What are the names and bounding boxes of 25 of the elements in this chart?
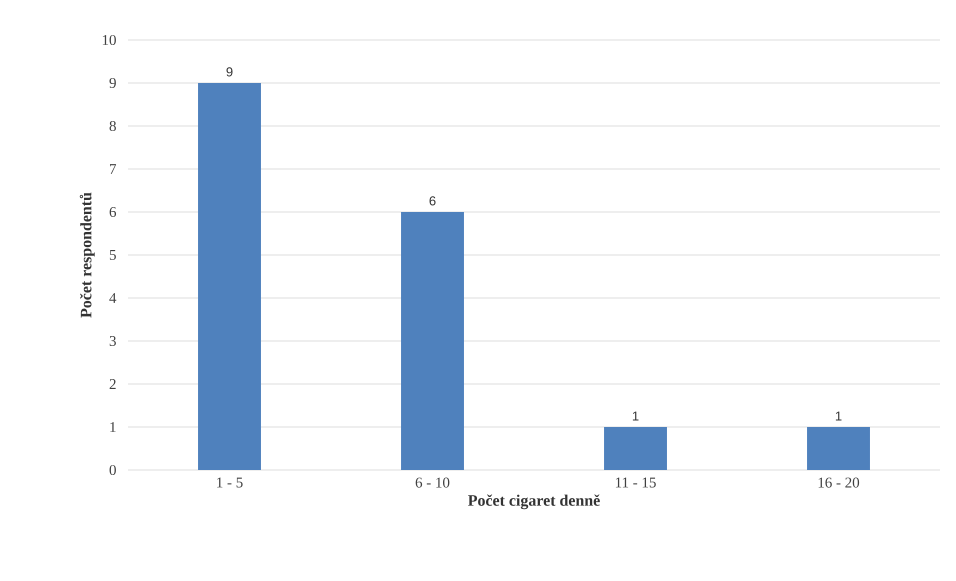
y-tick-label: 8 <box>110 120 116 132</box>
y-tick-label: 0 <box>110 464 116 476</box>
x-tick-label: 16 - 20 <box>818 478 860 488</box>
bar <box>198 82 261 470</box>
y-axis-title: Počet respondentů <box>80 192 95 318</box>
bar <box>807 427 870 470</box>
bar <box>604 427 667 470</box>
x-axis-title: Počet cigaret denně <box>468 494 600 510</box>
data-label: 9 <box>226 67 232 76</box>
y-tick-label: 3 <box>110 336 116 346</box>
data-label: 1 <box>632 412 638 420</box>
bar <box>401 212 464 470</box>
data-label: 6 <box>430 196 436 206</box>
y-tick-label: 1 <box>110 422 116 432</box>
y-tick-label: 10 <box>102 34 116 46</box>
x-tick-label: 1 - 5 <box>217 478 243 488</box>
y-tick-label: 6 <box>110 206 116 218</box>
x-tick-label: 11 - 15 <box>616 478 656 488</box>
y-tick-label: 4 <box>109 293 116 303</box>
data-label: 1 <box>836 412 842 420</box>
x-tick-label: 6 - 10 <box>416 478 450 488</box>
y-tick-label: 5 <box>110 250 116 260</box>
y-tick-label: 9 <box>109 78 116 88</box>
y-tick-label: 7 <box>110 164 116 174</box>
y-tick-label: 2 <box>110 379 116 389</box>
